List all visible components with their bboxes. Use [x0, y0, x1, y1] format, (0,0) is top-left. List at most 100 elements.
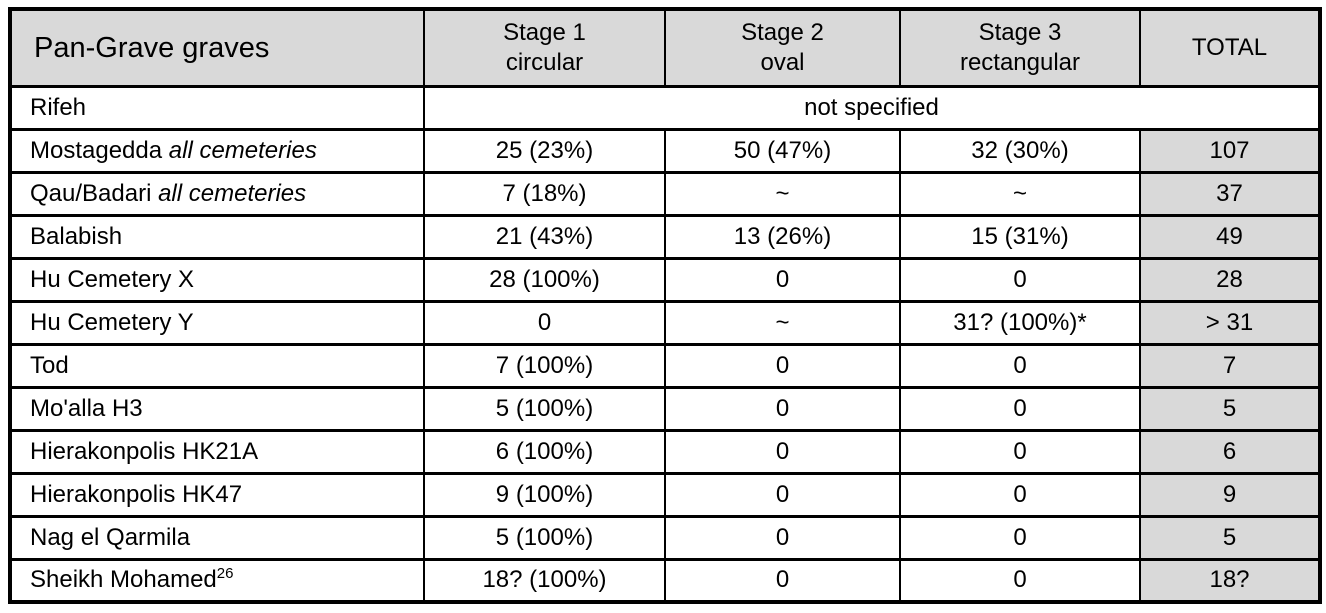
total-cell: 18? — [1139, 557, 1321, 604]
stage2-cell: 0 — [664, 514, 901, 561]
table-row-mostagedda: Mostagedda all cemeteries 25 (23%) 50 (4… — [9, 127, 1321, 174]
site-cell: Nag el Qarmila — [9, 514, 425, 561]
site-label: Hierakonpolis HK21A — [30, 437, 259, 465]
stage3-cell: 0 — [899, 342, 1141, 389]
table-row-hu-cemetery-y: Hu Cemetery Y 0 ~ 31? (100%)* > 31 — [9, 299, 1321, 346]
site-cell: Hu Cemetery X — [9, 256, 425, 303]
site-label: Balabish — [30, 222, 123, 250]
header-cell-stage1: Stage 1 circular — [423, 7, 666, 88]
header-stage1-line2: circular — [505, 48, 584, 76]
stage1-cell: 25 (23%) — [423, 127, 666, 174]
stage2-cell: 0 — [664, 471, 901, 518]
site-cell: Mo'alla H3 — [9, 385, 425, 432]
table-row-rifeh: Rifeh not specified — [9, 84, 1321, 131]
table-row-moalla-h3: Mo'alla H3 5 (100%) 0 0 5 — [9, 385, 1321, 432]
site-label: Mo'alla H3 — [30, 394, 143, 422]
site-cell: Balabish — [9, 213, 425, 260]
stage3-cell: 31? (100%)* — [899, 299, 1141, 346]
site-label-italic: all cemeteries — [158, 179, 307, 207]
total-cell: 5 — [1139, 514, 1321, 561]
table-row-hierakonpolis-hk21a: Hierakonpolis HK21A 6 (100%) 0 0 6 — [9, 428, 1321, 475]
total-cell: 9 — [1139, 471, 1321, 518]
stage3-cell: ~ — [899, 170, 1141, 217]
table-row-nag-el-qarmila: Nag el Qarmila 5 (100%) 0 0 5 — [9, 514, 1321, 561]
stage2-cell: 0 — [664, 385, 901, 432]
table-row-tod: Tod 7 (100%) 0 0 7 — [9, 342, 1321, 389]
site-label: Qau/Badari — [30, 179, 159, 207]
stage3-cell: 0 — [899, 557, 1141, 604]
total-cell: 5 — [1139, 385, 1321, 432]
total-cell: 37 — [1139, 170, 1321, 217]
header-cell-stage2: Stage 2 oval — [664, 7, 901, 88]
footnote-ref: 26 — [216, 565, 234, 583]
total-cell: > 31 — [1139, 299, 1321, 346]
stage2-cell: 13 (26%) — [664, 213, 901, 260]
table-row-hu-cemetery-x: Hu Cemetery X 28 (100%) 0 0 28 — [9, 256, 1321, 303]
stage2-cell: 0 — [664, 557, 901, 604]
site-cell: Mostagedda all cemeteries — [9, 127, 425, 174]
site-cell: Hu Cemetery Y — [9, 299, 425, 346]
total-cell: 28 — [1139, 256, 1321, 303]
header-stage3-line1: Stage 3 — [978, 18, 1062, 46]
stage1-cell: 21 (43%) — [423, 213, 666, 260]
header-cell-stage3: Stage 3 rectangular — [899, 7, 1141, 88]
header-row: Pan-Grave graves Stage 1 circular Stage 2… — [9, 7, 1321, 88]
header-stage1-line1: Stage 1 — [503, 18, 586, 46]
header-cell-total: TOTAL — [1139, 7, 1321, 88]
header-total-label: TOTAL — [1191, 33, 1268, 61]
stage1-cell: 7 (18%) — [423, 170, 666, 217]
stage3-cell: 32 (30%) — [899, 127, 1141, 174]
stage1-cell: 7 (100%) — [423, 342, 666, 389]
site-label: Mostagedda — [30, 136, 169, 164]
header-stage2-line1: Stage 2 — [741, 18, 824, 46]
site-label: Nag el Qarmila — [30, 523, 191, 551]
stage1-cell: 28 (100%) — [423, 256, 666, 303]
header-stage3-line2: rectangular — [959, 48, 1081, 76]
stage3-cell: 0 — [899, 256, 1141, 303]
stage2-cell: 0 — [664, 428, 901, 475]
pan-grave-table: Pan-Grave graves Stage 1 circular Stage 2… — [8, 7, 1322, 604]
site-label: Tod — [30, 351, 69, 379]
site-label: Hierakonpolis HK47 — [30, 480, 243, 508]
stage3-cell: 15 (31%) — [899, 213, 1141, 260]
site-label: Hu Cemetery X — [30, 265, 195, 293]
stage1-cell: 0 — [423, 299, 666, 346]
stage1-cell: 6 (100%) — [423, 428, 666, 475]
stage2-cell: ~ — [664, 170, 901, 217]
header-cell-site: Pan-Grave graves — [9, 7, 425, 88]
stage3-cell: 0 — [899, 514, 1141, 561]
header-stage2-line2: oval — [760, 48, 805, 76]
stage3-cell: 0 — [899, 385, 1141, 432]
stage2-cell: 50 (47%) — [664, 127, 901, 174]
total-cell: 107 — [1139, 127, 1321, 174]
total-cell: 7 — [1139, 342, 1321, 389]
stage2-cell: ~ — [664, 299, 901, 346]
site-cell: Qau/Badari all cemeteries — [9, 170, 425, 217]
table-row-hierakonpolis-hk47: Hierakonpolis HK47 9 (100%) 0 0 9 — [9, 471, 1321, 518]
total-cell: 6 — [1139, 428, 1321, 475]
site-label: Sheikh Mohamed — [30, 566, 217, 594]
stage2-cell: 0 — [664, 342, 901, 389]
stage3-cell: 0 — [899, 471, 1141, 518]
merged-note-cell: not specified — [423, 84, 1321, 131]
stage1-cell: 18? (100%) — [423, 557, 666, 604]
stage2-cell: 0 — [664, 256, 901, 303]
site-cell: Rifeh — [9, 84, 425, 131]
site-cell: Hierakonpolis HK47 — [9, 471, 425, 518]
site-cell: Tod — [9, 342, 425, 389]
site-label: Rifeh — [30, 93, 87, 121]
table-row-sheikh-mohamed: Sheikh Mohamed26 18? (100%) 0 0 18? — [9, 557, 1321, 604]
total-cell: 49 — [1139, 213, 1321, 260]
stage3-cell: 0 — [899, 428, 1141, 475]
site-cell: Hierakonpolis HK21A — [9, 428, 425, 475]
site-cell: Sheikh Mohamed26 — [9, 557, 425, 604]
table-row-qau-badari: Qau/Badari all cemeteries 7 (18%) ~ ~ 37 — [9, 170, 1321, 217]
stage1-cell: 5 (100%) — [423, 514, 666, 561]
site-label: Hu Cemetery Y — [30, 308, 194, 336]
stage1-cell: 9 (100%) — [423, 471, 666, 518]
table-title: Pan-Grave graves — [34, 31, 270, 64]
site-label-italic: all cemeteries — [168, 136, 317, 164]
table-row-balabish: Balabish 21 (43%) 13 (26%) 15 (31%) 49 — [9, 213, 1321, 260]
stage1-cell: 5 (100%) — [423, 385, 666, 432]
